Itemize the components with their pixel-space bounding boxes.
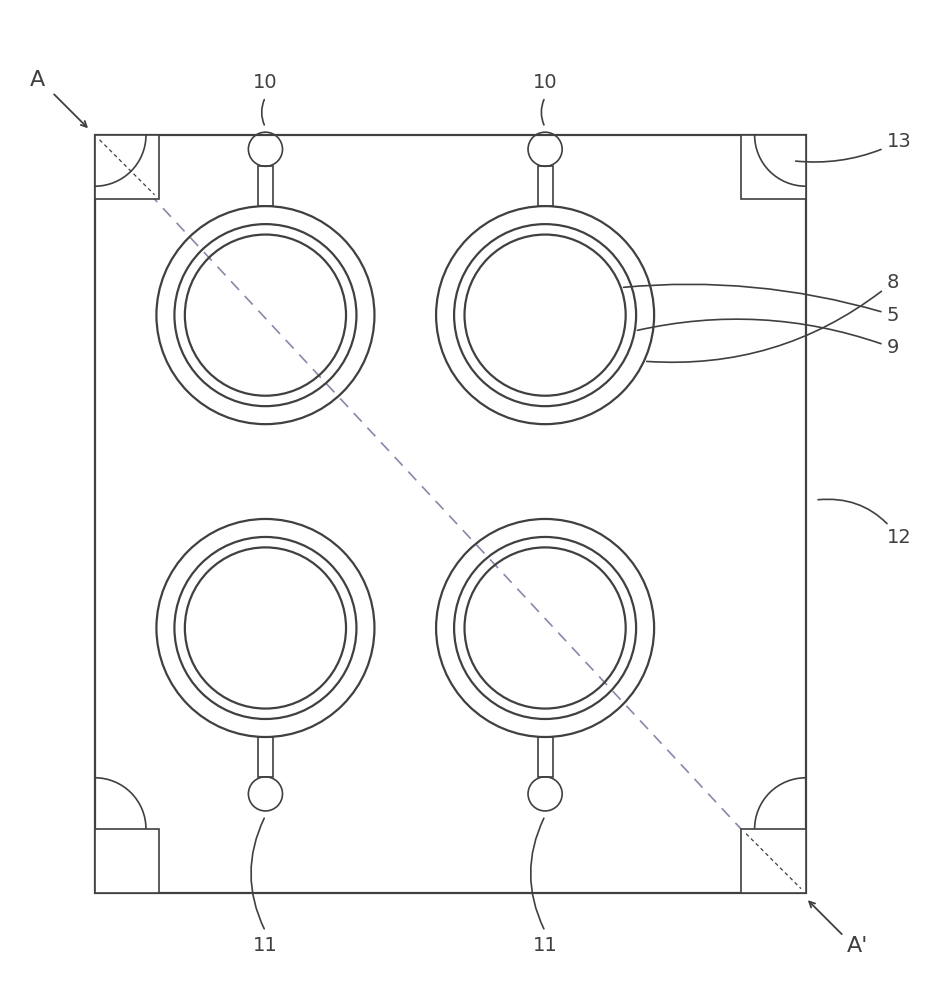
Text: A': A'	[848, 936, 868, 956]
Text: 11: 11	[533, 936, 557, 955]
Text: 9: 9	[637, 319, 899, 357]
Text: 10: 10	[533, 73, 557, 92]
Text: 10: 10	[253, 73, 278, 92]
Text: 8: 8	[647, 273, 899, 362]
Bar	[538, 737, 553, 777]
Bar	[258, 737, 273, 777]
Text: 12: 12	[818, 499, 911, 547]
Bar	[741, 135, 806, 199]
Bar	[741, 829, 806, 893]
Text: 5: 5	[624, 284, 899, 325]
Text: 11: 11	[253, 936, 278, 955]
Bar	[95, 135, 159, 199]
Bar	[258, 166, 273, 206]
Bar	[95, 829, 159, 893]
Bar	[95, 135, 806, 893]
Text: A: A	[30, 70, 46, 90]
Bar	[538, 166, 553, 206]
Text: 13: 13	[795, 132, 911, 162]
